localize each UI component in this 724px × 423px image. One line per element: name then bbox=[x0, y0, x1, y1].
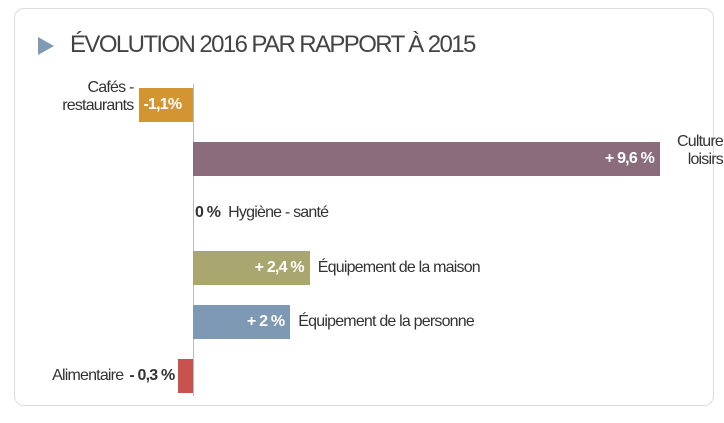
bar bbox=[193, 250, 310, 285]
title-marker bbox=[38, 37, 54, 55]
value-label: + 2 % bbox=[246, 312, 285, 330]
bar bbox=[193, 304, 291, 339]
category-label: Équipement de la maison bbox=[317, 258, 481, 276]
bar bbox=[139, 88, 193, 122]
category-label: Hygiène - santé bbox=[228, 204, 329, 222]
bar bbox=[178, 359, 193, 393]
value-label: -1,1% bbox=[143, 96, 182, 113]
category-label: Équipement de la personne bbox=[298, 312, 475, 330]
chart-title: ÉVOLUTION 2016 PAR RAPPORT À 2015 bbox=[70, 31, 476, 58]
category-label: Culture loisirs bbox=[677, 133, 724, 169]
category-label: Alimentaire bbox=[52, 367, 124, 384]
zero-axis bbox=[193, 84, 194, 396]
value-label: + 9,6 % bbox=[604, 150, 655, 168]
category-label: Cafés - restaurants bbox=[62, 79, 134, 114]
value-label: 0 % bbox=[195, 204, 221, 222]
card bbox=[14, 8, 714, 406]
value-label: + 2,4 % bbox=[254, 258, 305, 276]
bar bbox=[193, 142, 660, 177]
value-label: - 0,3 % bbox=[129, 367, 175, 384]
